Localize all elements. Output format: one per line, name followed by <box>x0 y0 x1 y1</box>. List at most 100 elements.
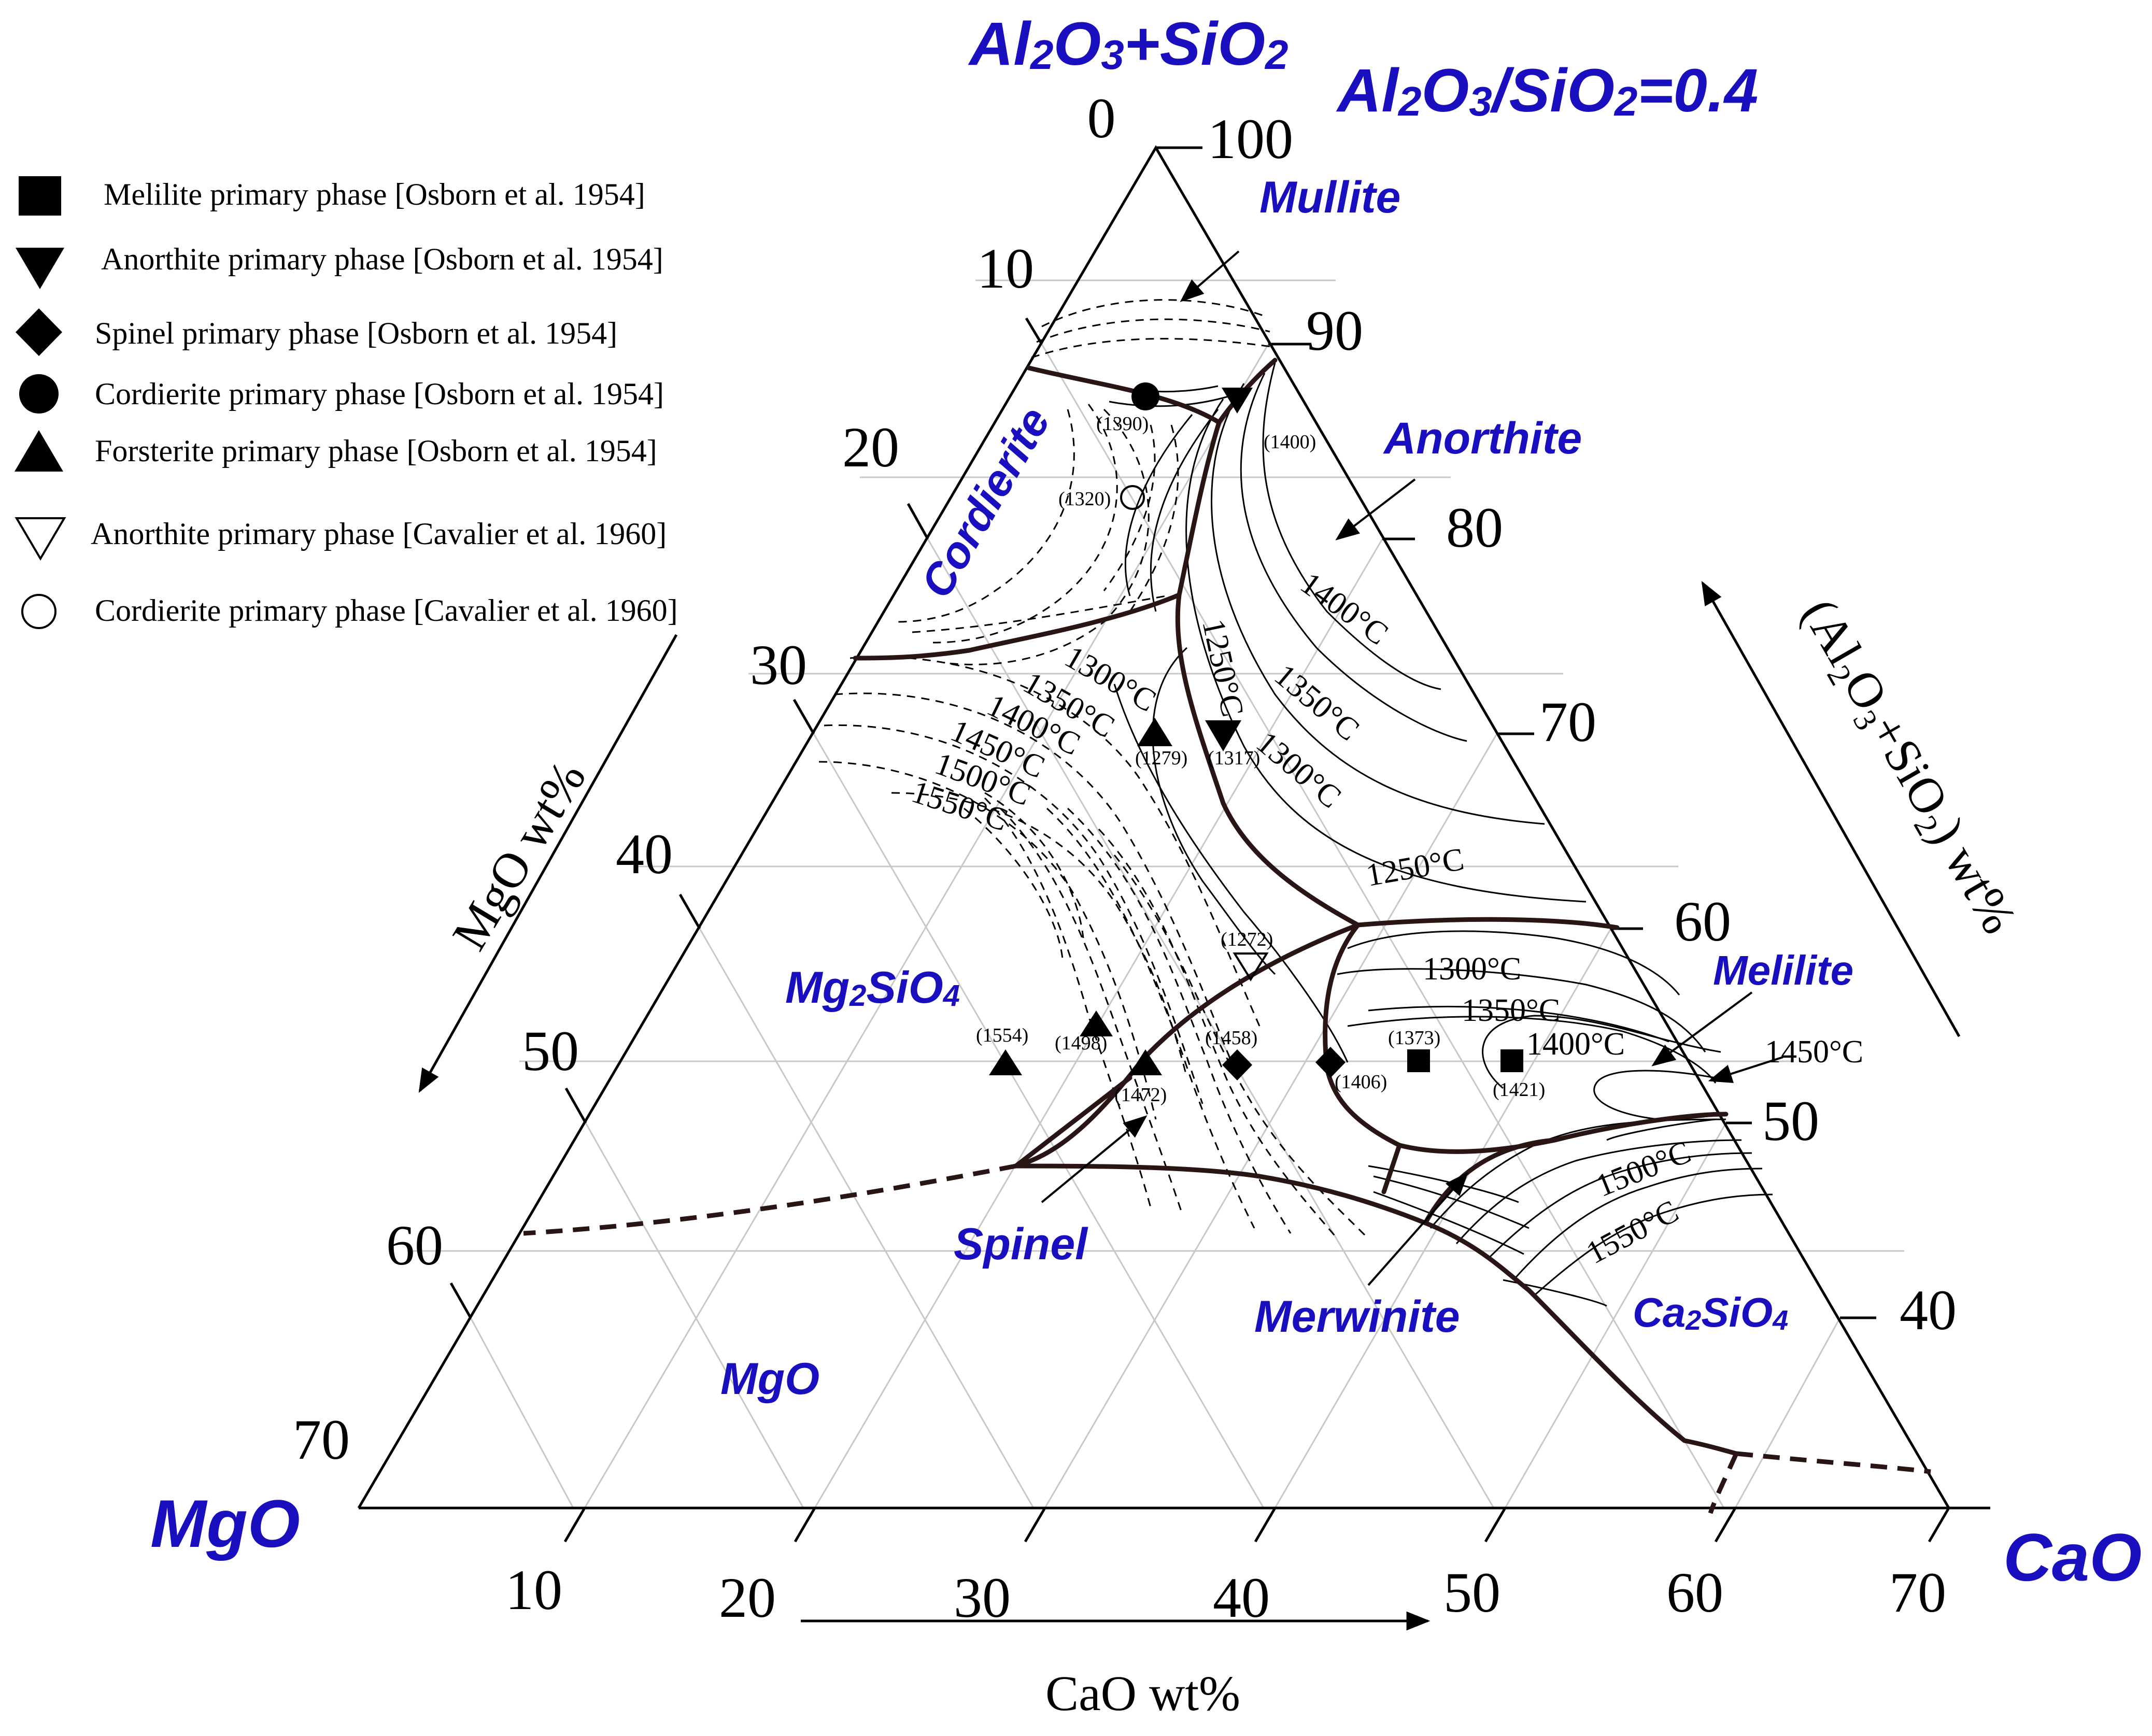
phase-label-ca2sio4: Ca2SiO4 <box>1633 1289 1788 1336</box>
bottom-tick-labels: 10 20 30 40 50 60 70 <box>505 1558 1946 1629</box>
temp-label-1317: (1317) <box>1208 747 1260 769</box>
legend-label-7: Cordierite primary phase [Cavalier et al… <box>95 593 678 628</box>
bottom-tick-10: 10 <box>505 1558 562 1621</box>
ratio-label: Al2O3/SiO2=0.4 <box>1336 56 1758 125</box>
isotherm-label-melilite-1350: 1350°C <box>1462 993 1560 1028</box>
temp-label-1272: (1272) <box>1221 929 1273 950</box>
left-axis-label: MgO wt% <box>441 752 596 959</box>
legend-circle-open-icon <box>21 594 56 629</box>
phase-label-mullite: Mullite <box>1259 173 1400 222</box>
temp-label-1390: (1390) <box>1096 413 1149 435</box>
point-anorthite-cavalier <box>1233 952 1269 981</box>
data-points <box>989 382 1523 1080</box>
point-melilite-1421 <box>1500 1049 1523 1072</box>
left-tick-30: 30 <box>750 633 807 696</box>
left-tick-50: 50 <box>522 1019 579 1083</box>
left-tick-70: 70 <box>293 1408 350 1471</box>
legend-circle-filled-icon <box>19 374 59 414</box>
right-axis-label: (Al2O3+SiO2) wt% <box>1787 589 2028 946</box>
phase-label-mg2sio4: Mg2SiO4 <box>785 963 960 1013</box>
isotherm-label-melilite-1400: 1400°C <box>1526 1027 1625 1062</box>
temp-label-1458: (1458) <box>1205 1027 1257 1049</box>
temp-label-1400: (1400) <box>1264 431 1316 453</box>
right-tick-40: 40 <box>1900 1278 1957 1342</box>
bottom-axis-label: CaO wt% <box>1045 1666 1240 1721</box>
phase-boundaries <box>853 358 1739 1456</box>
bottom-tick-70: 70 <box>1889 1561 1946 1624</box>
point-spinel-1458 <box>1222 1049 1252 1080</box>
legend-triangle-up-filled-icon <box>15 430 63 472</box>
legend-label-2: Anorthite primary phase [Osborn et al. 1… <box>101 242 663 276</box>
point-spinel-1406 <box>1315 1047 1346 1078</box>
legend: Melilite primary phase [Osborn et al. 19… <box>15 176 678 629</box>
legend-triangle-down-filled-icon <box>16 248 64 289</box>
right-tick-90: 90 <box>1306 299 1363 362</box>
phase-label-anorthite: Anorthite <box>1383 414 1582 463</box>
isotherms-dashed <box>818 299 1369 1240</box>
right-tick-labels: 100 90 80 70 60 50 40 <box>1208 107 1957 1342</box>
left-tick-40: 40 <box>616 822 673 886</box>
right-tick-70: 70 <box>1539 690 1596 753</box>
point-forsterite-1498 <box>1080 1011 1113 1036</box>
left-tick-10: 10 <box>977 237 1034 300</box>
point-forsterite-1554 <box>989 1049 1022 1075</box>
point-anorthite-osborn-1317 <box>1205 720 1241 751</box>
axis-arrows <box>418 580 1961 1631</box>
isotherm-label-ca2sio4-1500: 1500°C <box>1591 1134 1696 1204</box>
left-tick-60: 60 <box>386 1214 443 1277</box>
left-tick-0: 0 <box>1087 87 1116 150</box>
phase-label-cordierite: Cordierite <box>911 399 1059 606</box>
phase-label-spinel: Spinel <box>954 1219 1088 1269</box>
right-tick-100: 100 <box>1208 107 1293 170</box>
phase-label-mgo: MgO <box>720 1354 819 1404</box>
bottom-tick-50: 50 <box>1443 1561 1500 1624</box>
phase-labels: Mullite Anorthite Cordierite Mg2SiO4 Mel… <box>720 173 1853 1404</box>
temp-label-1498: (1498) <box>1055 1032 1107 1054</box>
pointer-arrows <box>1041 250 1783 1286</box>
bottom-tick-40: 40 <box>1213 1566 1270 1629</box>
bottom-tick-60: 60 <box>1666 1561 1723 1624</box>
right-tick-80: 80 <box>1446 496 1503 559</box>
point-forsterite-1472 <box>1129 1049 1162 1075</box>
isotherm-label-anorthite-1250: 1250°C <box>1195 616 1250 720</box>
left-tick-20: 20 <box>842 416 899 479</box>
temperature-labels: (1390) (1400) (1320) (1279) (1317) (1272… <box>976 413 1545 1106</box>
tick-marks <box>449 146 1950 1543</box>
temp-label-1279: (1279) <box>1135 747 1187 769</box>
phase-label-merwinite: Merwinite <box>1254 1292 1460 1342</box>
legend-triangle-down-open-icon <box>15 517 66 561</box>
ternary-grid <box>407 279 1904 1509</box>
isotherm-label-melilite-1300: 1300°C <box>1423 951 1521 987</box>
temp-label-1554: (1554) <box>976 1024 1028 1046</box>
isotherm-label-melilite-1450: 1450°C <box>1765 1034 1863 1070</box>
bottom-tick-30: 30 <box>954 1566 1011 1629</box>
legend-label-5: Forsterite primary phase [Osborn et al. … <box>95 434 657 468</box>
temp-label-1406: (1406) <box>1335 1071 1387 1093</box>
phase-label-melilite: Melilite <box>1713 947 1853 993</box>
left-tick-labels: 0 10 20 30 40 50 60 70 <box>293 87 1116 1471</box>
corner-label-cao: CaO <box>2003 1519 2142 1595</box>
temp-label-1373: (1373) <box>1388 1027 1440 1049</box>
legend-label-4: Cordierite primary phase [Osborn et al. … <box>95 377 664 411</box>
corner-label-mgo: MgO <box>150 1486 300 1561</box>
phase-boundaries-dashed <box>523 1163 1931 1514</box>
legend-label-3: Spinel primary phase [Osborn et al. 1954… <box>95 316 617 350</box>
point-cordierite-osborn <box>1131 382 1159 410</box>
right-tick-50: 50 <box>1762 1089 1819 1152</box>
point-cordierite-cavalier <box>1120 485 1145 510</box>
right-tick-60: 60 <box>1674 890 1731 953</box>
isotherm-label-ca2sio4-1550: 1550°C <box>1581 1193 1684 1271</box>
top-corner-formula: Al2O3+SiO2 <box>968 10 1288 78</box>
legend-square-filled-icon <box>19 176 61 216</box>
point-anorthite-osborn-1400 <box>1222 388 1253 414</box>
bottom-tick-20: 20 <box>719 1566 776 1629</box>
temp-label-1472: (1472) <box>1114 1084 1167 1106</box>
legend-label-1: Melilite primary phase [Osborn et al. 19… <box>104 177 645 211</box>
legend-diamond-filled-icon <box>16 308 62 356</box>
temp-label-1320: (1320) <box>1058 488 1111 510</box>
temp-label-1421: (1421) <box>1493 1079 1545 1101</box>
legend-label-6: Anorthite primary phase [Cavalier et al.… <box>91 517 667 551</box>
point-melilite-1373 <box>1407 1049 1430 1072</box>
point-forsterite-1279 <box>1137 718 1172 746</box>
